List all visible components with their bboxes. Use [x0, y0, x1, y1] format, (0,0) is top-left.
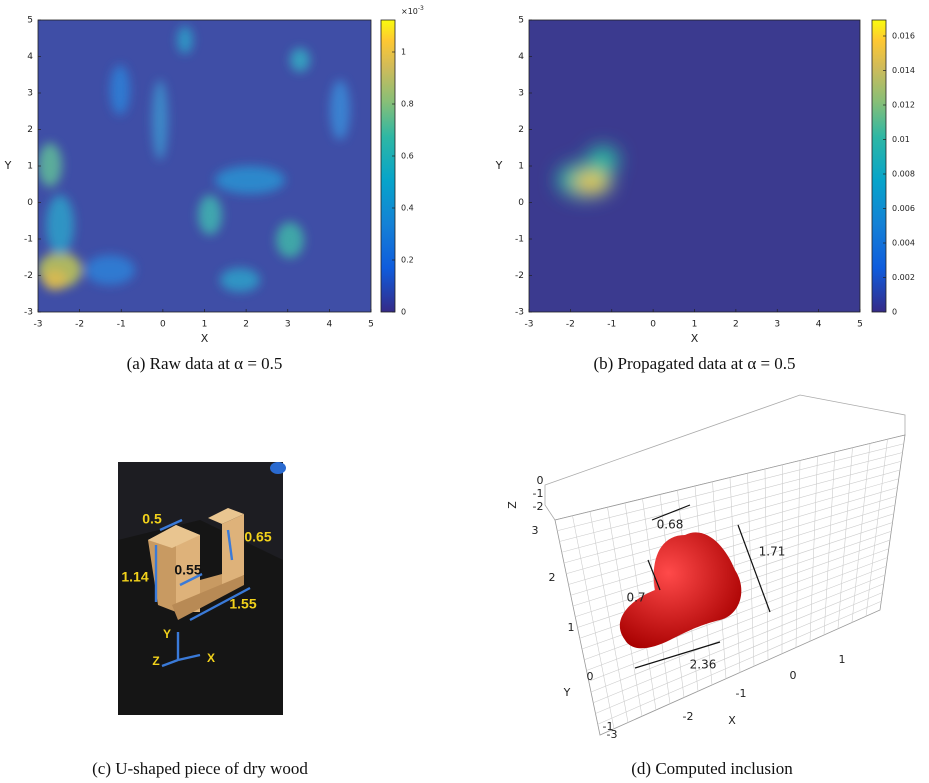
colorbar-scale-base: ×10 — [401, 7, 418, 16]
y-tick-label: 2 — [549, 571, 556, 584]
x-tick-label: 2 — [733, 320, 739, 330]
dimension-label: 1.14 — [121, 569, 148, 585]
x-tick-label: 3 — [285, 320, 291, 330]
colorbar-tick-label: 0.016 — [892, 32, 915, 41]
y-tick-label: -3 — [515, 308, 524, 318]
x-tick-label: 0 — [160, 320, 166, 330]
dimension-label: 0.55 — [174, 562, 201, 578]
y-axis-label: Y — [4, 159, 12, 172]
colorbar-tick-label: 0.008 — [892, 170, 915, 179]
z-tick-label: -2 — [533, 500, 544, 513]
x-axis-label: X — [728, 714, 736, 727]
z-tick-label: -1 — [533, 487, 544, 500]
y-tick-label: 5 — [27, 16, 33, 26]
x-axis-label: X — [201, 332, 209, 345]
colorbar-tick-label: 0.014 — [892, 66, 915, 75]
x-tick-label: -2 — [566, 320, 575, 330]
y-tick-label: 3 — [532, 524, 539, 537]
colorbar-tick-label: 0 — [401, 308, 406, 317]
y-tick-label: 2 — [27, 125, 33, 135]
caption: (a) Raw data at α = 0.5 — [127, 354, 283, 373]
colorbar-tick-label: 0.2 — [401, 256, 414, 265]
colorbar-tick-label: 0.4 — [401, 204, 414, 213]
x-tick-label: -2 — [75, 320, 84, 330]
y-tick-label: 1 — [568, 621, 575, 634]
colorbar — [872, 20, 886, 312]
dimension-label: 0.65 — [244, 529, 271, 545]
dimension-label: 2.36 — [690, 658, 717, 672]
y-tick-label: 2 — [518, 125, 524, 135]
colorbar-tick-label: 0.004 — [892, 239, 915, 248]
x-tick-label: -1 — [117, 320, 126, 330]
dimension-label: 0.68 — [657, 518, 684, 532]
y-tick-label: 0 — [518, 198, 524, 208]
x-tick-label: 3 — [774, 320, 780, 330]
y-axis-label: Y — [563, 686, 571, 699]
y-tick-label: -1 — [515, 235, 524, 245]
caption: (d) Computed inclusion — [631, 759, 793, 778]
x-tick-label: 1 — [202, 320, 208, 330]
colorbar-tick-label: 0.8 — [401, 100, 414, 109]
colorbar — [381, 20, 395, 312]
z-axis-label: Z — [506, 501, 519, 509]
y-tick-label: 1 — [518, 162, 524, 172]
y-tick-label: 5 — [518, 16, 524, 26]
x-tick-label: -2 — [683, 710, 694, 723]
dimension-label: 1.55 — [229, 596, 256, 612]
y-tick-label: -2 — [24, 271, 33, 281]
x-tick-label: 1 — [692, 320, 698, 330]
colorbar-scale-exponent: -3 — [418, 5, 424, 12]
dimension-label: 0.7 — [626, 591, 645, 605]
colorbar-tick-label: 0 — [892, 308, 897, 317]
y-tick-label: 4 — [27, 52, 33, 62]
colorbar-tick-label: 0.6 — [401, 152, 414, 161]
heatmap-a — [38, 20, 371, 312]
x-tick-label: 5 — [368, 320, 374, 330]
colorbar-tick-label: 0.006 — [892, 204, 915, 213]
y-tick-label: -1 — [24, 235, 33, 245]
x-axis-label: X — [691, 332, 699, 345]
x-tick-label: 5 — [857, 320, 863, 330]
y-tick-label: -3 — [24, 308, 33, 318]
y-tick-label: 0 — [587, 670, 594, 683]
y-tick-label: 0 — [27, 198, 33, 208]
dimension-label: 1.71 — [759, 545, 786, 559]
x-tick-label: 2 — [243, 320, 249, 330]
x-tick-label: 1 — [839, 653, 846, 666]
colorbar-tick-label: 0.012 — [892, 101, 915, 110]
colorbar-tick-label: 0.01 — [892, 135, 910, 144]
colorbar-scale: ×10-3 — [401, 5, 424, 16]
x-tick-label: 0 — [650, 320, 656, 330]
x-tick-label: 4 — [327, 320, 333, 330]
x-tick-label: -1 — [736, 687, 747, 700]
3d-plot — [545, 395, 905, 735]
figure: -3-2-1012345-3-2-1012345XY00.20.40.60.81… — [0, 0, 929, 783]
axis-label: Z — [152, 654, 159, 668]
x-tick-label: 0 — [790, 669, 797, 682]
photo — [118, 462, 286, 715]
x-tick-label: -1 — [607, 320, 616, 330]
colorbar-tick-label: 0.002 — [892, 273, 915, 282]
y-tick-label: 4 — [518, 52, 524, 62]
x-tick-label: 4 — [816, 320, 822, 330]
caption: (b) Propagated data at α = 0.5 — [593, 354, 795, 373]
z-tick-label: 0 — [537, 474, 544, 487]
axis-label: Y — [163, 627, 171, 641]
x-tick-label: -3 — [34, 320, 43, 330]
caption: (c) U-shaped piece of dry wood — [92, 759, 308, 778]
y-tick-label: 1 — [27, 162, 33, 172]
x-tick-label: -3 — [525, 320, 534, 330]
y-axis-label: Y — [495, 159, 503, 172]
axis-label: X — [207, 651, 215, 665]
dimension-label: 0.5 — [142, 511, 162, 527]
heatmap-b — [529, 20, 860, 312]
x-tick-label: -3 — [607, 728, 618, 741]
colorbar-tick-label: 1 — [401, 48, 406, 57]
y-tick-label: 3 — [27, 89, 33, 99]
y-tick-label: -2 — [515, 271, 524, 281]
y-tick-label: 3 — [518, 89, 524, 99]
